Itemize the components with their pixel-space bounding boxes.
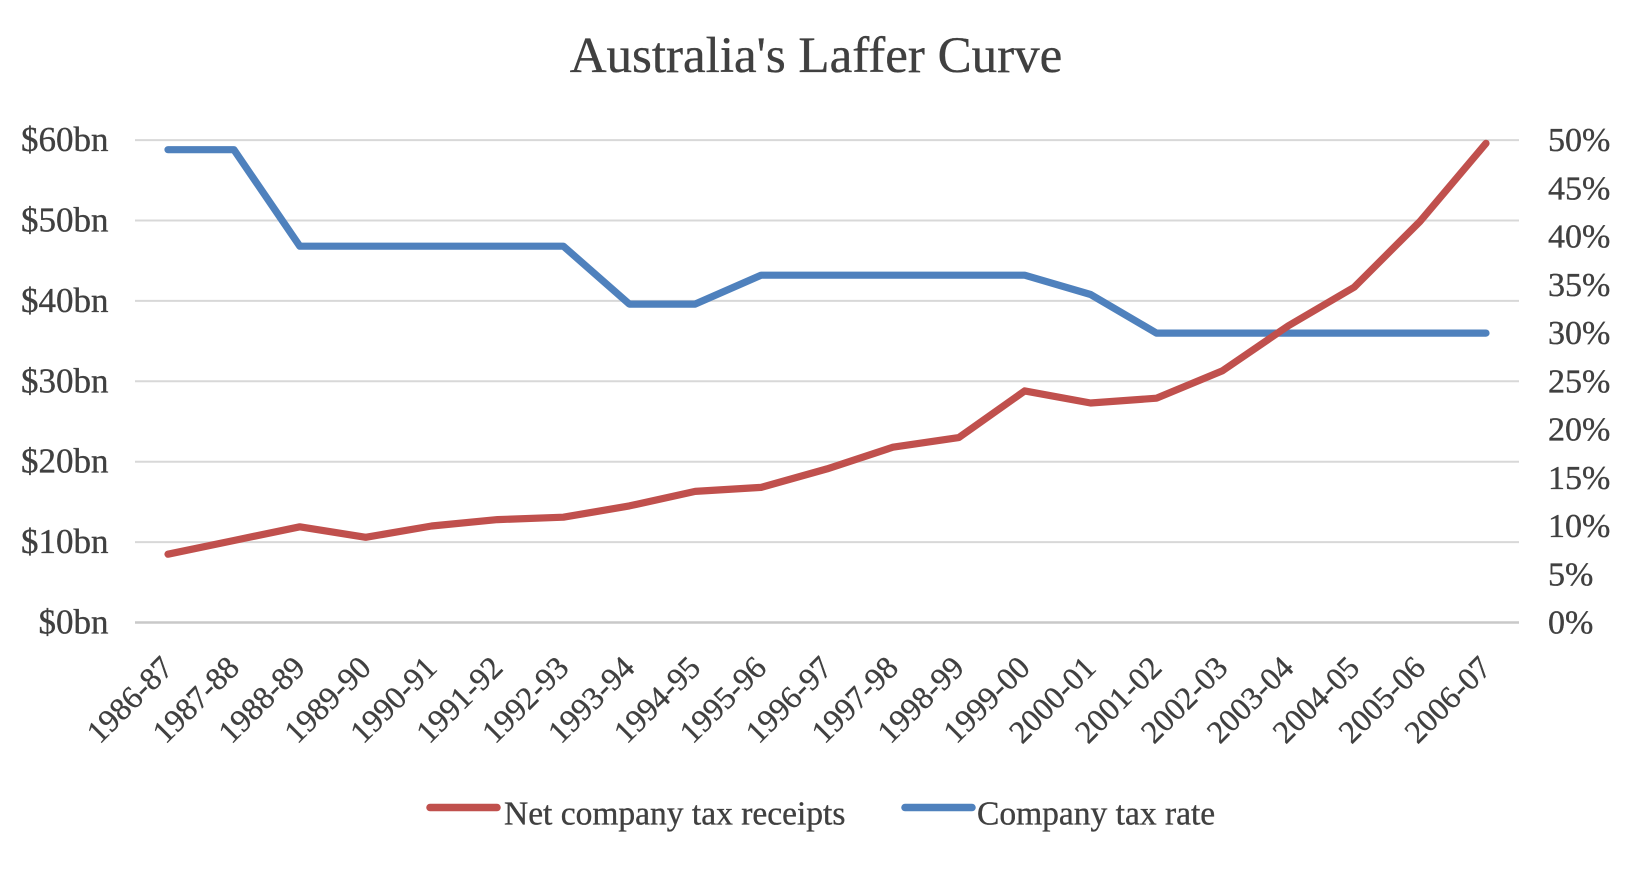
svg-text:20%: 20% [1548, 412, 1610, 449]
svg-text:$0bn: $0bn [39, 603, 109, 642]
svg-text:40%: 40% [1548, 219, 1610, 256]
svg-text:0%: 0% [1548, 605, 1593, 642]
svg-text:$20bn: $20bn [21, 442, 109, 481]
svg-text:Australia's Laffer Curve: Australia's Laffer Curve [570, 28, 1063, 84]
svg-text:15%: 15% [1548, 460, 1610, 497]
svg-text:30%: 30% [1548, 315, 1610, 352]
svg-text:10%: 10% [1548, 508, 1610, 545]
svg-text:35%: 35% [1548, 267, 1610, 304]
svg-text:Net company tax receipts: Net company tax receipts [504, 796, 845, 833]
svg-text:$10bn: $10bn [21, 522, 109, 561]
svg-text:45%: 45% [1548, 170, 1610, 207]
svg-text:25%: 25% [1548, 363, 1610, 400]
svg-text:$30bn: $30bn [21, 361, 109, 400]
svg-text:Company tax rate: Company tax rate [977, 796, 1215, 833]
svg-text:$40bn: $40bn [21, 281, 109, 320]
svg-text:$60bn: $60bn [21, 120, 109, 159]
svg-text:5%: 5% [1548, 556, 1593, 593]
svg-text:50%: 50% [1548, 122, 1610, 159]
svg-text:$50bn: $50bn [21, 201, 109, 240]
